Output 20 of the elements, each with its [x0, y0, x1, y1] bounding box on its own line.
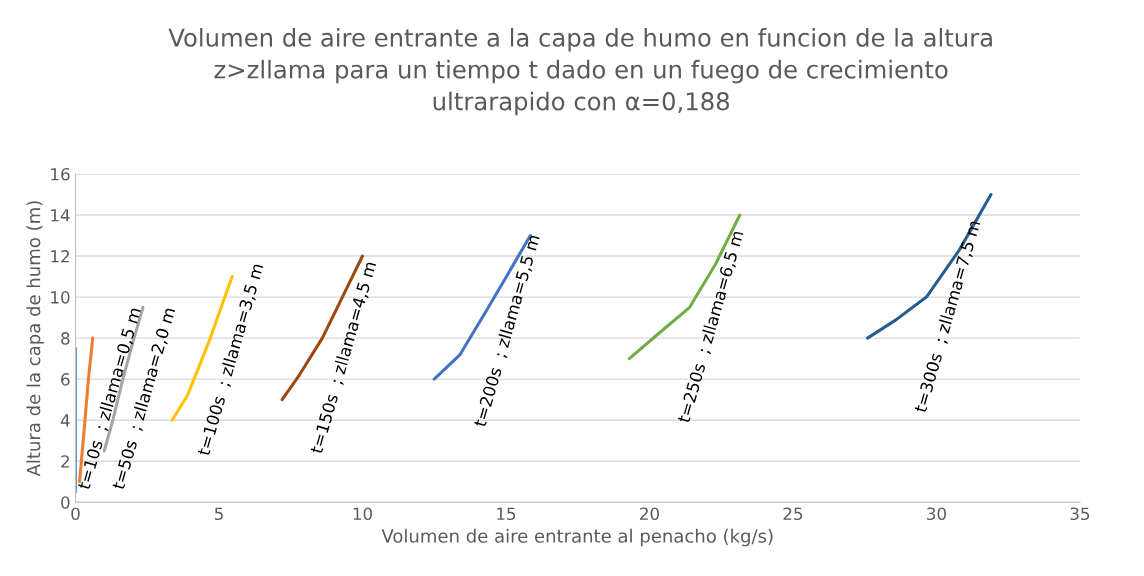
chart-title: Volumen de aire entrante a la capa de humo en funcion de la altura z>zllama para un tiempo t dado en un fuego de crecimiento ultrarapido con α=0,188	[168, 28, 992, 116]
x-tick-label: 25	[783, 507, 803, 521]
y-tick-label: 10	[51, 291, 70, 304]
y-tick-label: 4	[60, 414, 70, 427]
y-tick-label: 6	[61, 373, 70, 386]
y-tick-label: 2	[61, 455, 69, 468]
x-tick-label: 15	[497, 507, 516, 521]
x-tick-label: 5	[214, 507, 223, 521]
y-axis-title: Altura de la capa de humo (m)	[26, 201, 44, 477]
y-tick-label: 8	[61, 332, 70, 345]
x-tick-label: 0	[71, 507, 80, 521]
x-tick-label: 10	[353, 507, 372, 521]
y-tick-label: 12	[51, 249, 69, 263]
y-tick-label: 16	[51, 167, 70, 181]
x-tick-label: 20	[640, 507, 659, 521]
x-axis-title: Volumen de aire entrante al penacho (kg/s)	[381, 528, 773, 547]
x-tick-label: 35	[1070, 507, 1090, 521]
y-tick-label: 0	[61, 496, 70, 509]
y-tick-label: 14	[51, 209, 70, 222]
x-tick-label: 30	[927, 507, 946, 521]
